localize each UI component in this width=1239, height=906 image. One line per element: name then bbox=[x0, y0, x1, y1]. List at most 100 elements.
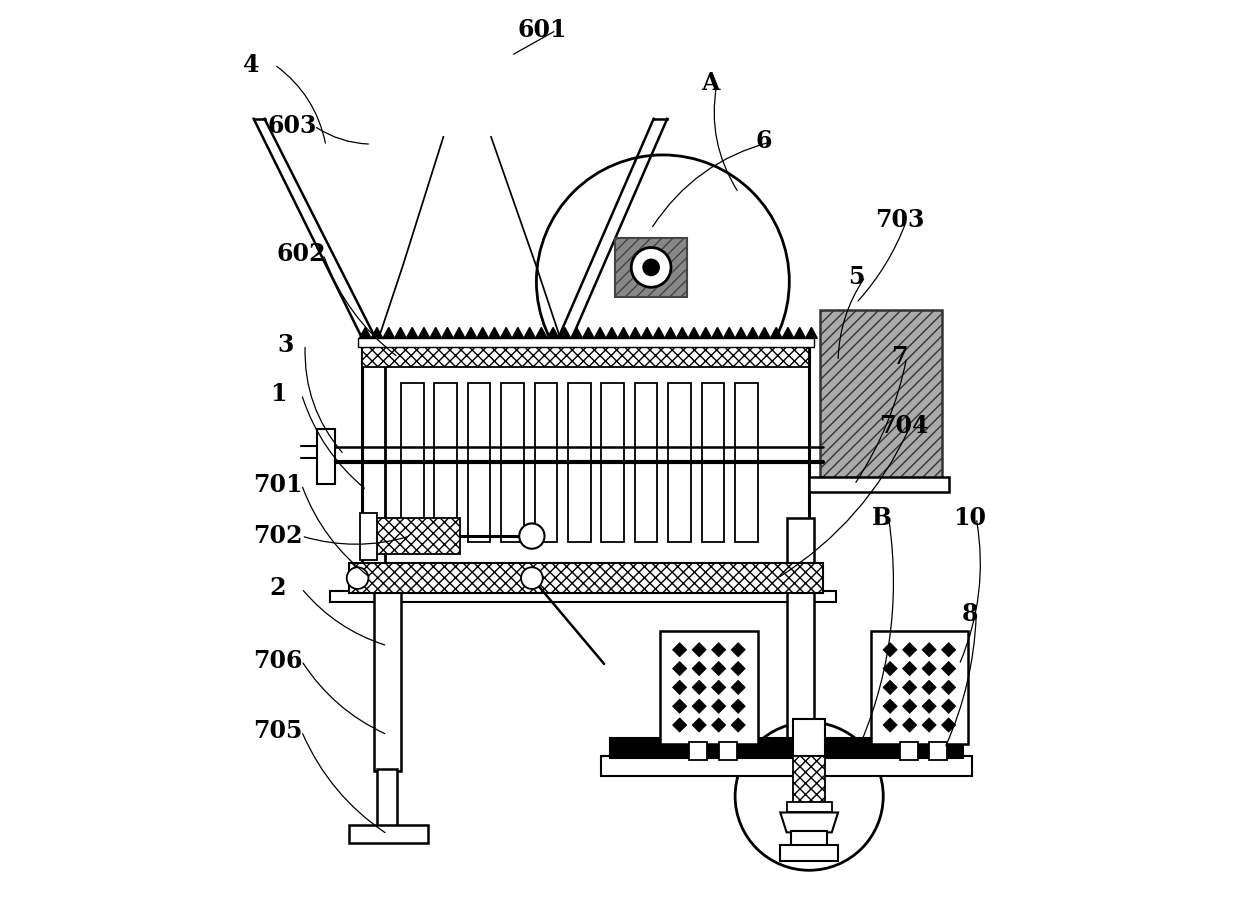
Bar bbox=[787, 518, 814, 771]
Polygon shape bbox=[922, 661, 937, 676]
Circle shape bbox=[347, 567, 368, 589]
Polygon shape bbox=[693, 680, 706, 695]
Text: 601: 601 bbox=[518, 18, 567, 43]
Bar bbox=[792, 832, 828, 846]
Polygon shape bbox=[731, 661, 746, 676]
Polygon shape bbox=[782, 327, 794, 338]
Polygon shape bbox=[758, 327, 771, 338]
Bar bbox=[601, 383, 624, 542]
Bar bbox=[820, 310, 942, 480]
Text: 706: 706 bbox=[253, 649, 302, 673]
Bar bbox=[378, 769, 398, 828]
Polygon shape bbox=[641, 327, 653, 338]
Bar bbox=[361, 513, 377, 560]
Text: 6: 6 bbox=[756, 130, 772, 153]
Polygon shape bbox=[664, 327, 676, 338]
Polygon shape bbox=[673, 642, 686, 657]
Text: 2: 2 bbox=[270, 576, 286, 601]
Polygon shape bbox=[693, 661, 706, 676]
Bar bbox=[809, 477, 949, 492]
Text: 8: 8 bbox=[961, 602, 979, 626]
Polygon shape bbox=[700, 327, 711, 338]
Polygon shape bbox=[673, 699, 686, 713]
Polygon shape bbox=[673, 661, 686, 676]
Text: 603: 603 bbox=[268, 114, 317, 138]
Text: A: A bbox=[700, 71, 719, 95]
Bar bbox=[567, 383, 591, 542]
Bar bbox=[362, 349, 809, 566]
Polygon shape bbox=[418, 327, 430, 338]
Polygon shape bbox=[501, 327, 512, 338]
Polygon shape bbox=[693, 642, 706, 657]
Polygon shape bbox=[902, 661, 917, 676]
Circle shape bbox=[522, 567, 543, 589]
Polygon shape bbox=[711, 661, 726, 676]
Polygon shape bbox=[724, 327, 735, 338]
Text: 705: 705 bbox=[254, 719, 302, 743]
Bar bbox=[358, 338, 814, 347]
Bar bbox=[634, 383, 658, 542]
Bar bbox=[374, 593, 401, 771]
Polygon shape bbox=[711, 718, 726, 732]
Polygon shape bbox=[902, 642, 917, 657]
Bar bbox=[900, 742, 918, 760]
Bar bbox=[787, 802, 831, 813]
Bar bbox=[793, 719, 825, 756]
Polygon shape bbox=[673, 680, 686, 695]
Polygon shape bbox=[406, 327, 418, 338]
Polygon shape bbox=[359, 327, 372, 338]
Polygon shape bbox=[735, 327, 747, 338]
Polygon shape bbox=[942, 699, 955, 713]
Bar bbox=[331, 592, 836, 602]
Polygon shape bbox=[711, 642, 726, 657]
Text: 702: 702 bbox=[253, 524, 302, 548]
Bar bbox=[362, 347, 809, 367]
Circle shape bbox=[735, 722, 883, 871]
Bar bbox=[701, 383, 725, 542]
Polygon shape bbox=[883, 661, 897, 676]
Bar bbox=[781, 845, 838, 862]
Bar bbox=[502, 383, 524, 542]
Polygon shape bbox=[629, 327, 641, 338]
Polygon shape bbox=[693, 718, 706, 732]
Circle shape bbox=[643, 259, 659, 275]
Polygon shape bbox=[922, 680, 937, 695]
Bar bbox=[615, 238, 688, 297]
Polygon shape bbox=[571, 327, 582, 338]
Polygon shape bbox=[942, 680, 955, 695]
Polygon shape bbox=[688, 327, 700, 338]
Polygon shape bbox=[922, 718, 937, 732]
Polygon shape bbox=[902, 680, 917, 695]
Polygon shape bbox=[902, 699, 917, 713]
Polygon shape bbox=[883, 718, 897, 732]
Text: 7: 7 bbox=[891, 345, 908, 370]
Text: 701: 701 bbox=[253, 473, 302, 496]
Polygon shape bbox=[548, 327, 559, 338]
Bar bbox=[468, 383, 491, 542]
Polygon shape bbox=[582, 327, 595, 338]
Circle shape bbox=[536, 155, 789, 408]
Text: 5: 5 bbox=[847, 265, 865, 289]
Polygon shape bbox=[942, 642, 955, 657]
Polygon shape bbox=[653, 327, 664, 338]
Bar bbox=[601, 757, 971, 776]
Bar bbox=[534, 383, 558, 542]
Polygon shape bbox=[606, 327, 618, 338]
Polygon shape bbox=[883, 642, 897, 657]
Polygon shape bbox=[441, 327, 453, 338]
Polygon shape bbox=[942, 718, 955, 732]
Polygon shape bbox=[453, 327, 465, 338]
Text: 10: 10 bbox=[954, 506, 986, 530]
Polygon shape bbox=[676, 327, 688, 338]
Polygon shape bbox=[512, 327, 524, 338]
Bar bbox=[871, 631, 968, 744]
Polygon shape bbox=[524, 327, 535, 338]
Polygon shape bbox=[372, 327, 383, 338]
Text: 3: 3 bbox=[278, 333, 294, 357]
Text: 4: 4 bbox=[243, 53, 259, 77]
Polygon shape bbox=[747, 327, 758, 338]
Text: 1: 1 bbox=[270, 382, 286, 406]
Bar bbox=[348, 825, 427, 843]
Bar bbox=[929, 742, 947, 760]
Circle shape bbox=[631, 247, 672, 287]
